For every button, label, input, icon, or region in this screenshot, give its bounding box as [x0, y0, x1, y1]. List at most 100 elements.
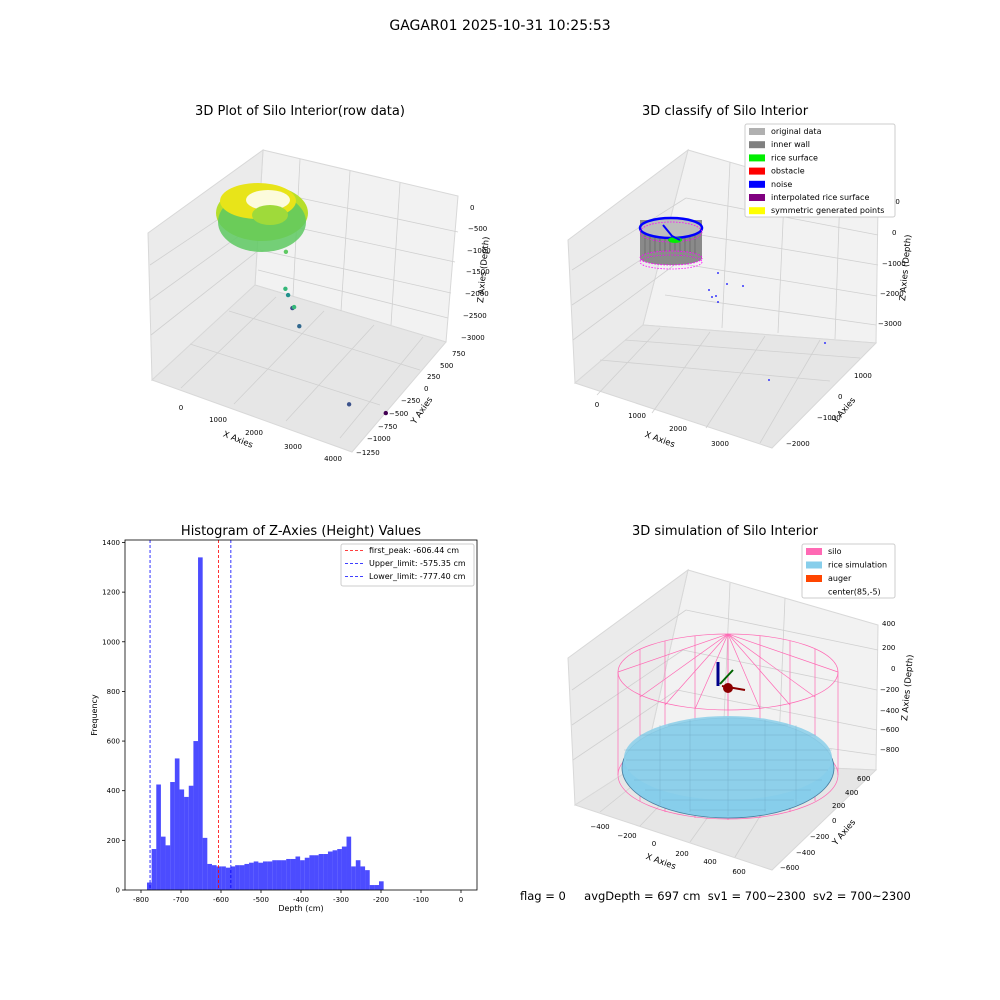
p1-z-tick: −2000 [465, 290, 489, 298]
histogram-bar [304, 857, 310, 890]
p2-x-tick: 3000 [711, 440, 729, 448]
p4-auger [716, 662, 746, 693]
status-footer: flag = 0 avgDepth = 697 cm sv1 = 700~230… [520, 889, 911, 903]
x-tick-label: 0 [459, 896, 463, 904]
legend-label: obstacle [771, 167, 805, 176]
histogram-bar [369, 885, 375, 890]
legend-swatch [749, 167, 765, 175]
p4-z-tick: −600 [880, 726, 899, 734]
x-tick-label: -200 [373, 896, 389, 904]
p4-back-pane [644, 569, 879, 771]
p1-outlier-point [291, 304, 297, 310]
p4-z-tick: −200 [880, 686, 899, 694]
histogram-bar [258, 862, 263, 890]
p2-z-label: Z Axies (Depth) [898, 234, 914, 301]
p1-y-tick: 0 [424, 385, 428, 393]
histogram-bar [188, 785, 194, 890]
histogram-bar [184, 796, 189, 890]
legend-label: noise [771, 180, 792, 189]
p4-y-tick: 600 [857, 775, 870, 783]
p4-y-label: Y Axies [830, 817, 858, 848]
legend-label: center(85,-5) [828, 588, 881, 597]
legend-swatch [749, 207, 765, 215]
p1-gridlines [149, 158, 459, 439]
p4-x-tick: 0 [652, 840, 656, 848]
histogram-bar [235, 865, 240, 890]
x-tick-label: -400 [293, 896, 309, 904]
p1-y-tick: −1000 [367, 435, 391, 443]
y-tick-label: 600 [107, 738, 120, 746]
histogram-bar [267, 861, 273, 890]
histogram-bar [151, 849, 157, 890]
p2-silo-cylinder [638, 216, 704, 270]
legend-label: symmetric generated points [771, 206, 884, 215]
histogram-bar [216, 866, 222, 890]
y-tick-label: 1400 [102, 539, 120, 547]
p2-y-tick: −1000 [817, 414, 841, 422]
legend-label: rice simulation [828, 561, 887, 570]
legend-swatch [749, 141, 765, 149]
p1-x-tick: 4000 [324, 455, 342, 463]
x-tick-label: -300 [333, 896, 349, 904]
histogram-bar [379, 881, 384, 890]
histogram-bar [360, 866, 366, 890]
p2-y-tick: −2000 [786, 440, 810, 448]
histogram-bar [295, 856, 301, 890]
p4-x-label: X Axies [644, 852, 677, 872]
histogram-bars [147, 557, 384, 890]
x-tick-label: -700 [173, 896, 189, 904]
p4-z-tick: 0 [891, 665, 895, 673]
y-tick-label: 400 [107, 787, 120, 795]
histogram-bar [365, 870, 370, 890]
p4-z-tick: −800 [880, 746, 899, 754]
avg-depth-text: avgDepth = 697 cm [584, 889, 701, 903]
y-tick-label: 800 [107, 688, 120, 696]
p2-left-pane [567, 148, 689, 385]
histogram-bar [281, 860, 287, 890]
histogram-x-label: Depth (cm) [278, 904, 323, 913]
x-tick-label: -500 [253, 896, 269, 904]
legend-label: Upper_limit: -575.35 cm [369, 559, 466, 568]
histogram-bar [165, 845, 171, 890]
histogram-axes-frame [124, 539, 478, 891]
p2-z-tick: −3000 [878, 320, 902, 328]
histogram-bar [253, 861, 259, 890]
p1-y-tick: 500 [440, 362, 453, 370]
p1-z-tick: −1000 [467, 247, 491, 255]
p4-x-tick: 200 [675, 850, 688, 858]
histogram-bar [225, 867, 231, 890]
figure-title: GAGAR01 2025-10-31 10:25:53 [389, 18, 611, 34]
histogram-x-ticks: -800 -700 -600 -500 -400 -300 -200 -100 0 [133, 890, 463, 904]
p1-x-tick: 0 [179, 404, 183, 412]
p4-silo-wireframe [617, 633, 839, 820]
histogram-bar [230, 866, 236, 890]
histogram-bar [207, 863, 212, 890]
p2-x-label: X Axies [643, 430, 676, 450]
legend-swatch [806, 561, 822, 569]
p2-legend: original data inner wall rice surface obsta… [744, 123, 896, 218]
p1-floor-pane [151, 284, 447, 453]
legend-swatch [749, 194, 765, 201]
histogram-bar [332, 850, 338, 890]
histogram-bar [337, 849, 342, 890]
p4-y-tick: 400 [845, 789, 858, 797]
y-tick-label: 1000 [102, 638, 120, 646]
p1-y-label: Y Axies [409, 395, 436, 427]
p4-gridlines [571, 582, 879, 858]
panel1-title: 3D Plot of Silo Interior(row data) [195, 104, 405, 119]
p1-outlier-point [283, 249, 289, 254]
p2-z-tick: −2000 [880, 290, 904, 298]
p2-y-tick: 0 [838, 393, 842, 401]
histogram-bar [198, 557, 203, 890]
histogram-y-label: Frequency [90, 694, 99, 736]
p4-x-tick: 600 [732, 868, 745, 876]
histogram-bar [341, 846, 347, 890]
legend-swatch [749, 154, 765, 162]
p4-y-tick: −400 [796, 849, 815, 857]
legend-swatch [806, 548, 822, 555]
p1-outlier-point [290, 305, 295, 311]
histogram-legend: first_peak: -606.44 cm Upper_limit: -575.… [340, 543, 475, 587]
histogram-bar [355, 860, 361, 890]
